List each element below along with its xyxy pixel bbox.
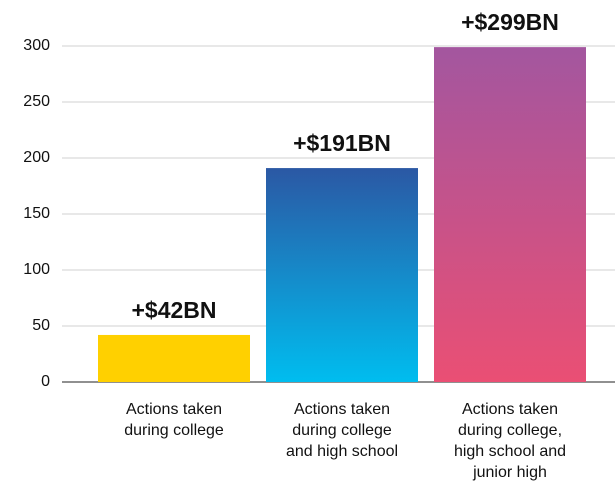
x-tick-label: Actions taken during college bbox=[124, 401, 224, 439]
x-tick-label: Actions taken during college, high school … bbox=[454, 401, 566, 481]
y-tick-label: 200 bbox=[23, 149, 50, 166]
bar bbox=[98, 334, 250, 382]
y-tick-label: 250 bbox=[23, 93, 50, 110]
bar bbox=[434, 47, 586, 383]
value-label: +$191BN bbox=[293, 130, 391, 156]
y-tick-label: 0 bbox=[41, 373, 50, 390]
y-tick-label: 100 bbox=[23, 261, 50, 278]
y-tick-label: 300 bbox=[23, 37, 50, 54]
y-tick-label: 150 bbox=[23, 205, 50, 222]
value-label: +$299BN bbox=[461, 9, 559, 35]
value-label: +$42BN bbox=[131, 297, 216, 323]
bar bbox=[266, 168, 418, 382]
y-tick-label: 50 bbox=[32, 317, 50, 334]
x-tick-label: Actions taken during college and high scho… bbox=[286, 401, 398, 460]
